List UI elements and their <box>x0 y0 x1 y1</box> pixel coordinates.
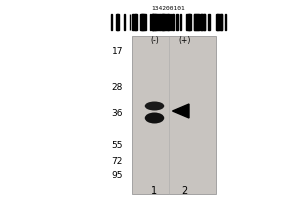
Polygon shape <box>152 14 156 30</box>
Polygon shape <box>219 14 222 30</box>
Polygon shape <box>152 14 153 30</box>
Polygon shape <box>172 14 173 30</box>
Polygon shape <box>225 14 226 30</box>
Polygon shape <box>200 14 202 30</box>
Polygon shape <box>194 14 197 30</box>
Text: 36: 36 <box>112 110 123 118</box>
Bar <box>132 36 216 194</box>
Polygon shape <box>152 14 153 30</box>
Polygon shape <box>165 14 167 30</box>
Polygon shape <box>164 14 165 30</box>
Polygon shape <box>208 14 210 30</box>
Polygon shape <box>117 14 118 30</box>
Polygon shape <box>157 14 160 30</box>
Polygon shape <box>111 14 112 30</box>
Polygon shape <box>167 14 168 30</box>
Text: 134200101: 134200101 <box>151 5 185 10</box>
Polygon shape <box>163 14 164 30</box>
Text: (-): (-) <box>150 36 159 45</box>
Polygon shape <box>168 14 169 30</box>
Polygon shape <box>124 14 125 30</box>
Polygon shape <box>116 14 117 30</box>
Polygon shape <box>173 14 174 30</box>
Polygon shape <box>150 14 151 30</box>
Polygon shape <box>187 14 189 30</box>
Polygon shape <box>201 14 205 30</box>
Polygon shape <box>194 14 195 30</box>
Polygon shape <box>196 14 199 30</box>
Ellipse shape <box>145 112 164 123</box>
Text: 28: 28 <box>112 83 123 92</box>
Polygon shape <box>170 14 171 30</box>
Polygon shape <box>221 14 222 30</box>
Polygon shape <box>217 14 218 30</box>
Text: 1: 1 <box>152 186 158 196</box>
Text: 55: 55 <box>112 142 123 150</box>
Text: 17: 17 <box>112 47 123 56</box>
Polygon shape <box>180 14 181 30</box>
Text: 95: 95 <box>112 171 123 180</box>
Polygon shape <box>154 14 157 30</box>
Polygon shape <box>198 14 199 30</box>
Polygon shape <box>117 14 118 30</box>
Ellipse shape <box>145 102 164 110</box>
Polygon shape <box>162 14 164 30</box>
Polygon shape <box>188 14 190 30</box>
Polygon shape <box>216 14 217 30</box>
Text: (+): (+) <box>178 36 191 45</box>
Text: 72: 72 <box>112 158 123 166</box>
Polygon shape <box>172 104 189 118</box>
Polygon shape <box>140 14 142 30</box>
Polygon shape <box>160 14 162 30</box>
Text: 2: 2 <box>182 186 188 196</box>
Polygon shape <box>189 14 190 30</box>
Polygon shape <box>168 14 169 30</box>
Polygon shape <box>162 14 163 30</box>
Polygon shape <box>133 14 134 30</box>
Polygon shape <box>134 14 136 30</box>
Polygon shape <box>204 14 205 30</box>
Polygon shape <box>217 14 219 30</box>
Polygon shape <box>141 14 145 30</box>
Polygon shape <box>142 14 144 30</box>
Polygon shape <box>176 14 178 30</box>
Polygon shape <box>136 14 137 30</box>
